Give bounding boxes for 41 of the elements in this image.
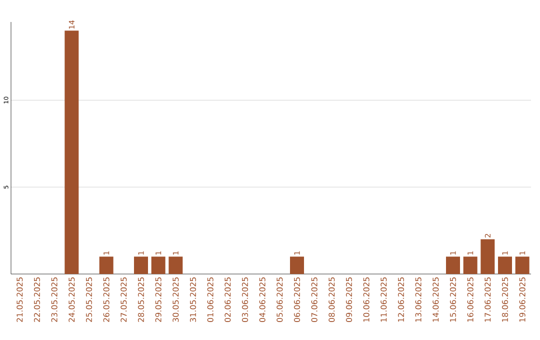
bar bbox=[446, 256, 460, 274]
x-tick-label: 09.06.2025 bbox=[346, 277, 352, 322]
bar bbox=[99, 256, 114, 274]
x-tick-label: 04.06.2025 bbox=[259, 277, 266, 322]
x-tick-label: 17.06.2025 bbox=[484, 277, 491, 322]
x-tick-label: 11.06.2025 bbox=[380, 277, 387, 322]
x-tick-label: 19.06.2025 bbox=[519, 277, 526, 322]
bar bbox=[290, 256, 304, 274]
x-tick-label: 03.06.2025 bbox=[242, 277, 248, 322]
x-tick-label: 18.06.2025 bbox=[502, 277, 508, 322]
x-tick-label: 30.05.2025 bbox=[172, 277, 179, 322]
x-tick-label: 22.05.2025 bbox=[34, 277, 40, 322]
bar bbox=[134, 256, 148, 274]
x-tick-label: 23.05.2025 bbox=[51, 277, 58, 322]
bar bbox=[480, 239, 495, 274]
x-tick-label: 25.05.2025 bbox=[86, 277, 92, 322]
x-tick-label: 01.06.2025 bbox=[207, 277, 214, 322]
x-tick-label: 31.05.2025 bbox=[190, 277, 196, 322]
x-tick-label: 15.06.2025 bbox=[450, 277, 456, 322]
x-tick-label: 06.06.2025 bbox=[294, 277, 300, 322]
x-tick-label: 10.06.2025 bbox=[363, 277, 370, 322]
bar bbox=[498, 256, 512, 274]
bar bbox=[463, 256, 478, 274]
x-tick-label: 29.05.2025 bbox=[155, 277, 162, 322]
x-tick-label: 16.06.2025 bbox=[467, 277, 474, 322]
x-tick-label: 08.06.2025 bbox=[328, 277, 335, 322]
x-tick-label: 21.05.2025 bbox=[16, 277, 23, 322]
x-tick-label: 24.05.2025 bbox=[68, 277, 75, 322]
bar bbox=[151, 256, 166, 274]
x-tick-label: 07.06.2025 bbox=[311, 277, 318, 322]
x-tick-label: 05.06.2025 bbox=[276, 277, 283, 322]
x-tick-label: 13.06.2025 bbox=[415, 277, 422, 322]
bar bbox=[168, 256, 183, 274]
x-tick-label: 02.06.2025 bbox=[224, 277, 231, 322]
x-tick-label: 14.06.2025 bbox=[432, 277, 439, 322]
x-tick-label: 26.05.2025 bbox=[103, 277, 110, 322]
x-tick-label: 27.05.2025 bbox=[120, 277, 127, 322]
x-tick-label: 28.05.2025 bbox=[138, 277, 144, 322]
x-tick-label: 12.06.2025 bbox=[398, 277, 404, 322]
bar bbox=[64, 30, 79, 274]
bar bbox=[515, 256, 530, 274]
